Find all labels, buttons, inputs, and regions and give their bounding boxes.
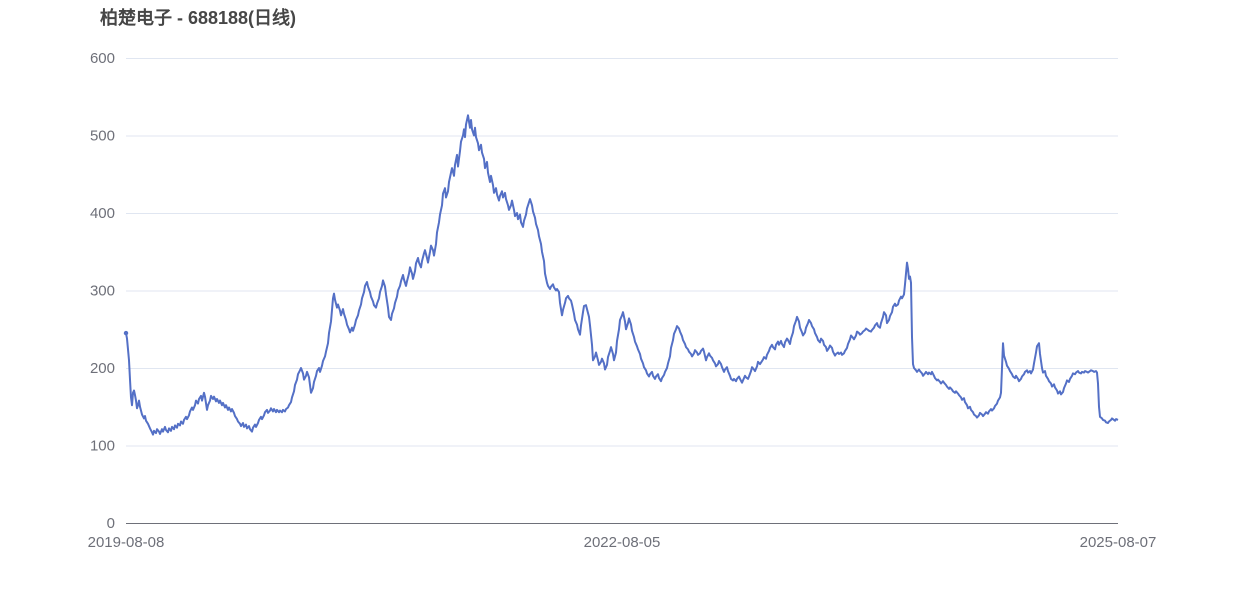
series-start-dot <box>123 330 129 336</box>
price-line <box>125 114 1119 436</box>
x-axis-tick-label: 2022-08-05 <box>584 534 661 551</box>
y-axis-tick-label: 600 <box>90 50 115 67</box>
y-axis-tick-label: 500 <box>90 128 115 145</box>
x-axis-tick-label: 2025-08-07 <box>1080 534 1157 551</box>
y-axis-tick-label: 400 <box>90 205 115 222</box>
y-axis-tick-label: 300 <box>90 283 115 300</box>
chart-title: 柏楚电子 - 688188(日线) <box>100 8 297 28</box>
y-axis-tick-label: 0 <box>107 515 115 532</box>
y-axis-tick-label: 200 <box>90 360 115 377</box>
x-axis-tick-label: 2019-08-08 <box>88 534 165 551</box>
y-axis-tick-label: 100 <box>90 438 115 455</box>
